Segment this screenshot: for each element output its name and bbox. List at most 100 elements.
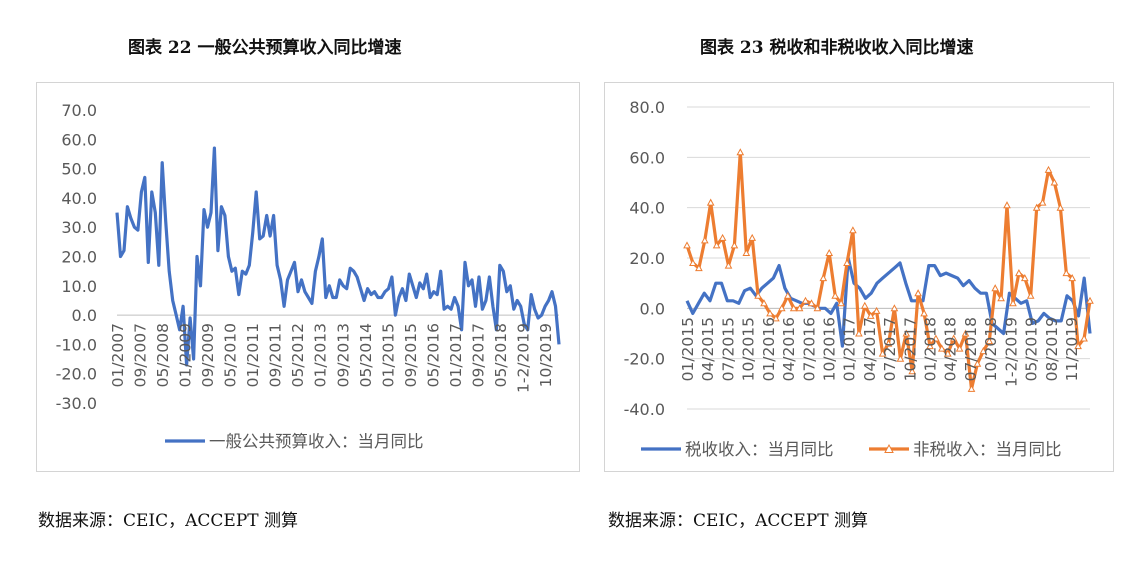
data-point <box>695 264 703 272</box>
data-point <box>683 241 691 249</box>
x-tick-label: 07/2018 <box>962 317 980 381</box>
data-point <box>772 314 780 322</box>
data-point <box>855 329 863 337</box>
data-point <box>860 301 869 309</box>
data-point <box>1080 334 1088 342</box>
data-point <box>1050 178 1059 186</box>
data-point <box>908 367 917 375</box>
y-tick-label: 40.0 <box>629 199 665 218</box>
data-point <box>1015 269 1023 277</box>
data-point <box>1003 201 1011 209</box>
chart-23-panel: 80.0 60.0 40.0 20.0 0.0 -20.0 -40.0 01/2015 04/2… <box>604 82 1114 472</box>
x-tick-label: 07/2017 <box>881 317 899 381</box>
x-tick-label: 05/2019 <box>1023 317 1041 381</box>
data-point <box>783 291 792 299</box>
x-tick-label: 10/2016 <box>820 317 838 381</box>
data-point <box>1026 291 1035 299</box>
data-point <box>748 233 757 241</box>
y-tick-label: -40.0 <box>624 400 665 419</box>
series-line-1 <box>685 256 1092 348</box>
y-tick-label: -30.0 <box>56 394 97 413</box>
data-point <box>1009 299 1017 307</box>
legend: 一般公共预算收入：当月同比 <box>165 432 424 451</box>
x-tick-label: 05/2014 <box>357 323 375 387</box>
x-tick-label: 10/2019 <box>537 323 555 387</box>
chart-22: 70.0 60.0 50.0 40.0 30.0 20.0 10.0 0.0 -10.0 -20.… <box>56 101 561 451</box>
x-tick-label: 05/2012 <box>289 323 307 387</box>
data-point <box>837 299 845 307</box>
x-tick-label: 07/2016 <box>800 317 818 381</box>
data-point <box>712 241 721 249</box>
data-point <box>718 233 727 241</box>
x-tick-label: 01/2011 <box>244 323 262 387</box>
data-point <box>724 261 733 269</box>
chart-23: 80.060.040.020.00.0-20.0-40.001/2015 04/2… <box>624 98 1094 459</box>
x-tick-label: 05/2010 <box>222 323 240 387</box>
y-tick-label: 20.0 <box>61 248 97 267</box>
x-tick-label: 09/2013 <box>334 323 352 387</box>
y-tick-label: -20.0 <box>624 350 665 369</box>
data-point <box>967 384 976 392</box>
data-point <box>1062 269 1071 277</box>
data-point <box>961 329 970 337</box>
data-point <box>706 198 715 206</box>
x-tick-label: 05/2018 <box>492 323 510 387</box>
y-tick-label: 80.0 <box>629 98 665 117</box>
data-point <box>795 304 804 312</box>
data-point <box>742 248 751 256</box>
data-point <box>831 291 840 299</box>
legend-label: 一般公共预算收入：当月同比 <box>209 432 424 451</box>
legend-label: 税收收入：当月同比 <box>685 440 834 459</box>
data-point <box>896 354 905 362</box>
data-point <box>736 148 745 156</box>
data-point <box>1038 198 1047 206</box>
x-tick-label: 04/2015 <box>699 317 717 381</box>
y-tick-label: 50.0 <box>61 160 97 179</box>
x-tick-label: 01/2009 <box>177 323 195 387</box>
data-point <box>949 334 958 342</box>
data-point <box>920 309 928 317</box>
data-point <box>777 304 786 312</box>
data-point <box>914 289 922 297</box>
figure-23-title: 图表 23 税收和非税收收入同比增速 <box>700 38 974 58</box>
data-point <box>866 311 875 319</box>
x-tick-label: 07/2015 <box>719 317 737 381</box>
data-point <box>813 304 822 312</box>
data-point <box>926 342 934 350</box>
data-point <box>872 306 881 314</box>
data-point <box>1044 165 1053 173</box>
data-point <box>991 284 1000 292</box>
data-point <box>890 304 899 312</box>
y-tick-label: 40.0 <box>61 189 97 208</box>
x-tick-label: 09/2009 <box>199 323 217 387</box>
x-tick-label: 04/2017 <box>861 317 879 381</box>
y-tick-label: -10.0 <box>56 335 97 354</box>
legend-marker <box>884 443 894 453</box>
x-tick-label: 04/2016 <box>780 317 798 381</box>
data-point <box>766 309 774 317</box>
data-point <box>849 226 857 234</box>
data-point <box>1056 203 1065 211</box>
x-tick-label: 01/2015 <box>679 317 697 381</box>
x-tick-label: 04/2018 <box>942 317 960 381</box>
x-tick-label: 09/2007 <box>132 323 150 387</box>
data-point <box>825 248 834 256</box>
data-point <box>973 359 982 367</box>
x-tick-label: 05/2016 <box>424 323 442 387</box>
y-tick-label: 0.0 <box>640 299 665 318</box>
x-tick-label: 1-2/2019 <box>1002 317 1020 387</box>
legend-label: 非税收入：当月同比 <box>913 440 1062 459</box>
figure-22-source: 数据来源：CEIC，ACCEPT 测算 <box>38 511 299 531</box>
data-point <box>1032 203 1041 211</box>
x-tick-label: 05/2008 <box>154 323 172 387</box>
x-tick-label: 09/2015 <box>402 323 420 387</box>
x-tick-label: 01/2016 <box>760 317 778 381</box>
y-tick-label: -20.0 <box>56 365 97 384</box>
y-tick-label: 60.0 <box>629 148 665 167</box>
data-point <box>819 274 828 282</box>
x-tick-label: 1-2/2019 <box>514 323 532 393</box>
x-tick-label: 01/2015 <box>379 323 397 387</box>
data-point <box>760 299 768 307</box>
y-tick-label: 70.0 <box>61 101 97 120</box>
y-tick-label: 30.0 <box>61 218 97 237</box>
